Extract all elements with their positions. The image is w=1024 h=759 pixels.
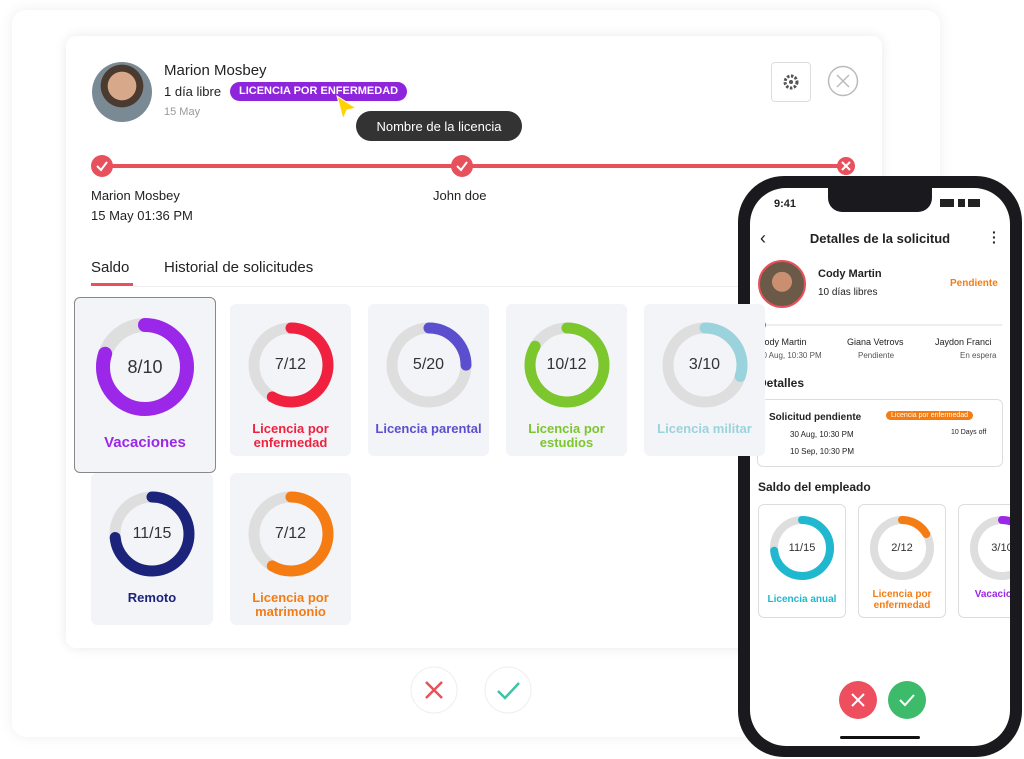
donut-arc [870, 516, 934, 580]
mobile-actions [839, 681, 926, 719]
donut: 3/10 [966, 512, 1010, 584]
status: Pendiente [950, 278, 998, 289]
donut: 8/10 [89, 311, 201, 423]
avatar [758, 260, 806, 308]
donut-chart [248, 322, 333, 408]
balance-label: Licencia por enfermedad [872, 589, 932, 611]
donut: 7/12 [243, 317, 339, 413]
status-time: 9:41 [774, 198, 797, 210]
donut-text: 2/12 [891, 542, 913, 554]
donut-chart [386, 322, 471, 408]
flow-info: En espera [960, 351, 997, 360]
date: 15 May [164, 106, 201, 118]
back-button[interactable]: ‹ [760, 228, 766, 248]
request-title: Solicitud pendiente [769, 412, 862, 423]
donut-arc [662, 322, 747, 408]
donut-arc [970, 516, 1010, 580]
balance-label: Licencia por enfermedad [252, 421, 329, 451]
gear-icon [783, 74, 799, 90]
donut-chart [870, 516, 934, 580]
donut-arc [96, 318, 194, 416]
employee-name: Cody Martin [818, 268, 882, 280]
balance-label: Licencia por matrimonio [252, 590, 329, 620]
cursor [336, 94, 358, 121]
flow-name: Cody Martin [758, 337, 807, 347]
tooltip: Nombre de la licencia [356, 111, 522, 141]
phone-screen: 9:41 ‹ Detalles de la solicitud · · · Cody… [750, 188, 1010, 746]
section-heading: Detalles [758, 376, 805, 390]
flow-name: Jaydon Franci [935, 337, 992, 347]
donut: 5/20 [381, 317, 477, 413]
menu-button[interactable]: · · · [992, 224, 997, 250]
avatar [92, 62, 152, 122]
balance-label: Vacaciones [974, 589, 1010, 600]
settings-button[interactable] [771, 62, 811, 102]
donut: 11/15 [104, 486, 200, 582]
end-date: 10 Sep, 10:30 PM [790, 447, 855, 456]
donut: 2/12 [866, 512, 938, 584]
approve-button[interactable] [482, 664, 534, 716]
donut-arc [770, 516, 834, 580]
donut: 3/10 [657, 317, 753, 413]
donut-chart [248, 491, 333, 577]
status-icons [940, 199, 980, 207]
step-time: 15 May 01:36 PM [91, 208, 193, 223]
donut-text: 3/10 [991, 542, 1010, 554]
close-button[interactable] [827, 65, 859, 97]
balance-label: Licencia por estudios [528, 421, 605, 451]
tab[interactable]: Historial de solicitudes [164, 259, 314, 276]
balance-label: Licencia militar [657, 421, 752, 436]
leave-badge: LICENCIA POR ENFERMEDAD [230, 82, 408, 101]
donut-arc [109, 491, 195, 577]
tab-underline [91, 283, 133, 286]
donut: 10/12 [519, 317, 615, 413]
approval-timeline [91, 155, 855, 177]
donut-chart [770, 516, 834, 580]
donut-text: 10/12 [546, 356, 587, 373]
donut-text: 7/12 [274, 356, 307, 373]
donut-arc [386, 322, 471, 408]
balance-label: Remoto [127, 590, 177, 605]
flow-info: 30 Aug, 10:30 PM [758, 351, 822, 360]
donut-arc [248, 322, 333, 408]
home-indicator [840, 736, 920, 739]
donut-text: 8/10 [127, 356, 163, 377]
screen-title: Detalles de la solicitud [809, 231, 951, 246]
donut-chart [662, 322, 747, 408]
step-name: John doe [433, 188, 487, 203]
flow-name: Giana Vetrovs [847, 337, 904, 347]
timeline [762, 324, 1002, 326]
donut-text: 3/10 [688, 356, 721, 373]
approve-button[interactable] [888, 681, 926, 719]
donut-chart [109, 491, 195, 577]
days: 1 día libre [164, 84, 222, 99]
donut-text: 11/15 [788, 542, 816, 554]
days: 10 días libres [818, 287, 878, 298]
donut: 11/15 [766, 512, 838, 584]
balance-label: Licencia parental [375, 421, 482, 436]
reject-button[interactable] [408, 664, 460, 716]
donut-chart [524, 322, 609, 408]
donut-text: 11/15 [132, 525, 172, 542]
notch [828, 188, 932, 212]
balance-label: Licencia anual [767, 594, 837, 605]
section-heading: Saldo del empleado [758, 480, 871, 494]
duration: 10 Days off [951, 429, 987, 436]
flow-info: Pendiente [858, 351, 895, 360]
start-date: 30 Aug, 10:30 PM [790, 430, 854, 439]
donut-chart [970, 516, 1010, 580]
donut-text: 7/12 [274, 525, 307, 542]
tab[interactable]: Saldo [91, 259, 130, 276]
step-name: Marion Mosbey [91, 188, 180, 203]
leave-badge: Licencia por enfermedad [886, 411, 974, 420]
donut-arc [524, 322, 609, 408]
employee-name: Marion Mosbey [164, 62, 267, 79]
donut-arc [248, 491, 333, 577]
balance-label: Vacaciones [104, 434, 186, 451]
donut-text: 5/20 [412, 356, 445, 373]
divider [133, 286, 853, 287]
donut-chart [96, 318, 194, 416]
donut: 7/12 [243, 486, 339, 582]
